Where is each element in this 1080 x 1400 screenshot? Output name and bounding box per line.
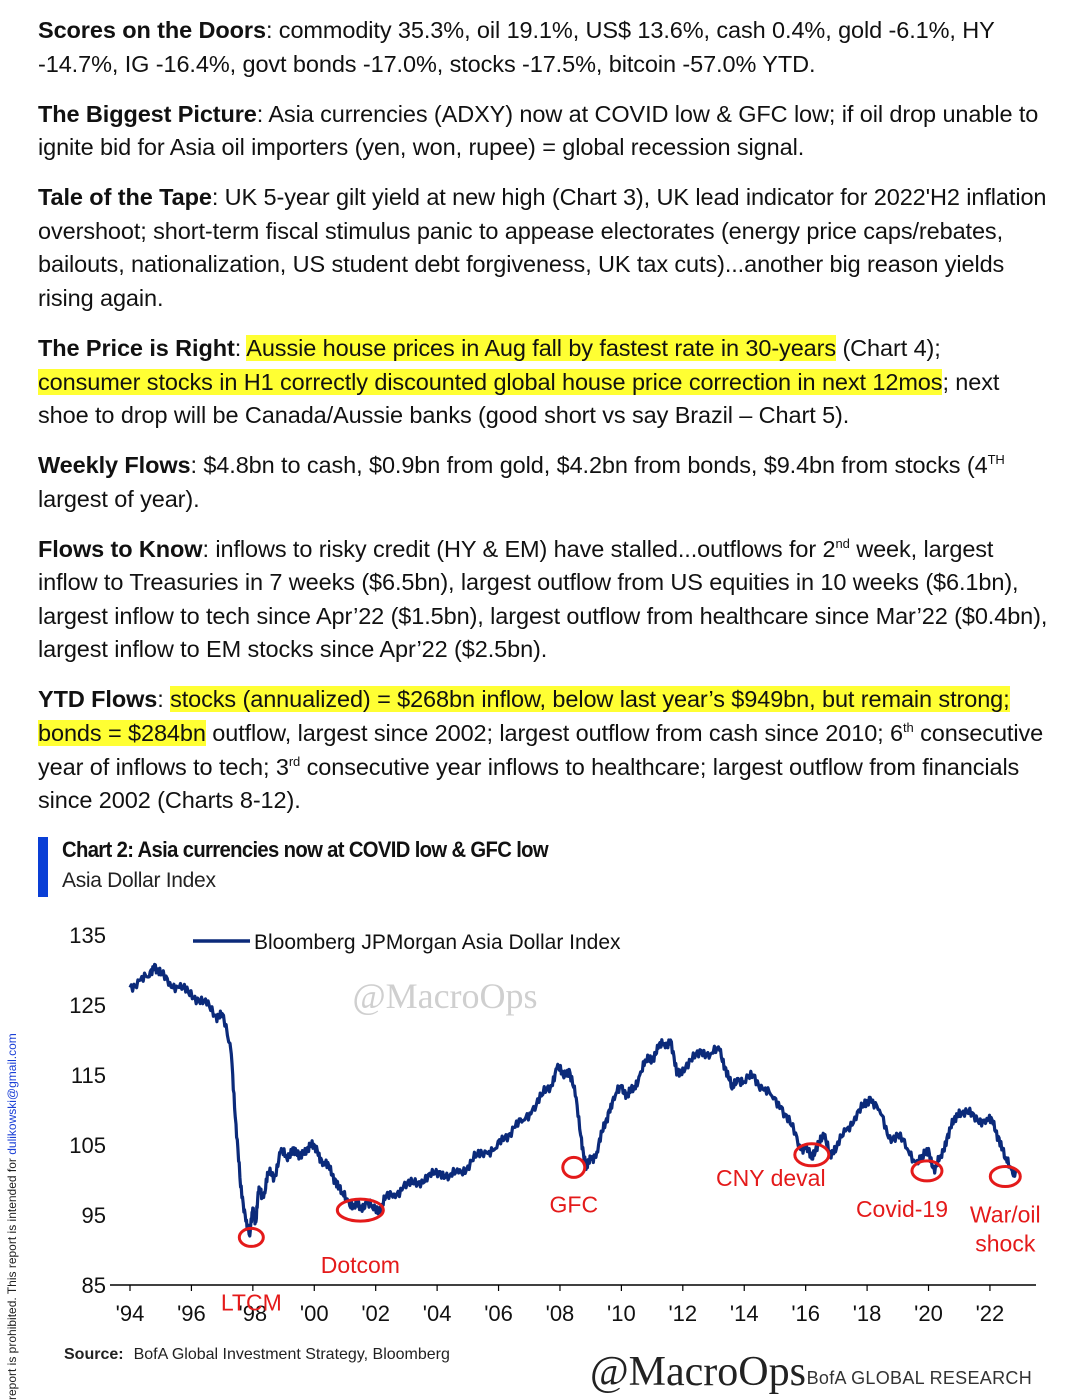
x-tick-label: '12	[668, 1301, 697, 1326]
x-tick-label: '02	[361, 1301, 390, 1326]
flows-know-title: Flows to Know	[38, 535, 203, 562]
annotation-label: LTCM	[221, 1289, 282, 1315]
legend-label: Bloomberg JPMorgan Asia Dollar Index	[254, 931, 621, 954]
tale-text: : UK 5-year gilt yield at new high (Char…	[38, 184, 1047, 311]
y-tick-label: 85	[82, 1273, 106, 1298]
annotation-circle	[561, 1155, 587, 1179]
side-disclaimer: report is prohibited. This report is int…	[5, 1033, 19, 1400]
flows-know-text: : inflows to risky credit (HY & EM) have…	[202, 535, 836, 562]
x-tick-label: '08	[546, 1301, 575, 1326]
asia-dollar-index-chart: @MacroOps 85 95 105 115 125 135 '94 '96 '98 '00 '02…	[69, 923, 1041, 1326]
paragraph-flows-to-know: Flows to Know: inflows to risky credit (…	[38, 533, 1048, 667]
x-tick-label: '00	[300, 1301, 329, 1326]
ytd-text-2: consecutive year of inflows to tech; 3	[38, 720, 1044, 780]
x-tick-label: '06	[484, 1301, 513, 1326]
paragraph-scores: Scores on the Doors: commodity 35.3%, oi…	[38, 14, 1048, 81]
x-tick-label: '20	[914, 1301, 943, 1326]
y-tick-label: 115	[71, 1063, 106, 1088]
weekly-sup: TH	[987, 452, 1005, 468]
annotation-circle	[237, 1226, 265, 1248]
paragraph-price-is-right: The Price is Right: Aussie house prices …	[38, 332, 1048, 433]
biggest-picture-title: The Biggest Picture	[38, 100, 257, 127]
brand-label: BofA GLOBAL RESEARCH	[806, 1368, 1032, 1388]
price-mid: (Chart 4);	[836, 334, 941, 361]
annotation-label: Dotcom	[321, 1252, 400, 1278]
annotation-label: CNY deval	[716, 1165, 826, 1191]
y-tick-label: 95	[82, 1203, 106, 1228]
source-label: Source:	[64, 1346, 124, 1363]
paragraph-weekly-flows: Weekly Flows: $4.8bn to cash, $0.9bn fro…	[38, 449, 1048, 516]
scores-text: : commodity 35.3%, oil 19.1%, US$ 13.6%,…	[38, 17, 995, 77]
weekly-end: largest of year).	[38, 485, 200, 512]
annotation-circle	[910, 1159, 944, 1183]
y-tick-label: 105	[69, 1133, 106, 1158]
x-tick-label: '04	[423, 1301, 452, 1326]
commentary: Scores on the Doors: commodity 35.3%, oi…	[38, 14, 1048, 834]
ytd-sep: :	[157, 686, 171, 713]
annotation-label: Covid-19	[856, 1196, 948, 1222]
chart-subtitle: Asia Dollar Index	[62, 869, 216, 892]
ytd-text-3: consecutive year inflows to healthcare; …	[38, 753, 1020, 814]
weekly-text: : $4.8bn to cash, $0.9bn from gold, $4.2…	[190, 452, 988, 479]
footer-watermark: @MacroOps	[590, 1349, 806, 1395]
x-tick-label: '94	[116, 1301, 145, 1326]
weekly-title: Weekly Flows	[38, 452, 191, 479]
x-tick-label: '16	[791, 1301, 820, 1326]
paragraph-biggest-picture: The Biggest Picture: Asia currencies (AD…	[38, 98, 1048, 165]
y-tick-label: 125	[69, 993, 106, 1018]
tale-title: Tale of the Tape	[38, 184, 212, 211]
annotation-circle	[988, 1165, 1022, 1188]
flows-know-end: week, largest inflow to Treasuries in 7 …	[38, 535, 1048, 663]
annotation-circle	[335, 1197, 385, 1223]
annotation-label: GFC	[550, 1191, 599, 1217]
source-line: Source: BofA Global Investment Strategy, …	[64, 1346, 450, 1364]
x-tick-label: '14	[730, 1301, 759, 1326]
scores-title: Scores on the Doors	[38, 17, 266, 43]
ytd-sup-2: rd	[288, 753, 301, 769]
paragraph-ytd-flows: YTD Flows: stocks (annualized) = $268bn …	[38, 683, 1048, 817]
annotation-label: shock	[975, 1231, 1036, 1257]
x-tick-label: '10	[607, 1301, 636, 1326]
series-line-asia-dollar-index	[128, 962, 1018, 1238]
price-end: ; next shoe to drop will be Canada/Aussi…	[38, 368, 1000, 429]
ytd-sup-1: th	[903, 720, 914, 736]
x-tick-label: '98	[239, 1301, 268, 1326]
price-highlight-2: consumer stocks in H1 correctly discount…	[38, 368, 943, 395]
annotation-circle	[793, 1142, 831, 1168]
x-tick-label: '96	[177, 1301, 206, 1326]
ytd-title: YTD Flows	[38, 686, 158, 713]
flows-know-sup: nd	[835, 535, 850, 551]
chart-watermark: @MacroOps	[352, 976, 537, 1016]
x-tick-label: '18	[853, 1301, 882, 1326]
side-note-email: dulikowski@gmail.com	[5, 1033, 19, 1155]
x-tick-label: '22	[976, 1301, 1005, 1326]
ytd-text-1: outflow, largest since 2002; largest out…	[205, 720, 904, 747]
price-title: The Price is Right	[38, 334, 235, 361]
chart-title: Chart 2: Asia currencies now at COVID lo…	[62, 837, 549, 862]
biggest-picture-text: : Asia currencies (ADXY) now at COVID lo…	[38, 100, 1039, 161]
source-text: BofA Global Investment Strategy, Bloombe…	[133, 1346, 450, 1363]
chart-accent-bar	[38, 837, 48, 897]
side-note-text: report is prohibited. This report is int…	[5, 1154, 19, 1400]
annotation-label: War/oil	[970, 1202, 1041, 1228]
paragraph-tale-of-the-tape: Tale of the Tape: UK 5-year gilt yield a…	[38, 181, 1048, 315]
price-sep: :	[234, 334, 247, 361]
y-tick-label: 135	[69, 923, 106, 948]
price-highlight-1: Aussie house prices in Aug fall by faste…	[246, 334, 837, 361]
